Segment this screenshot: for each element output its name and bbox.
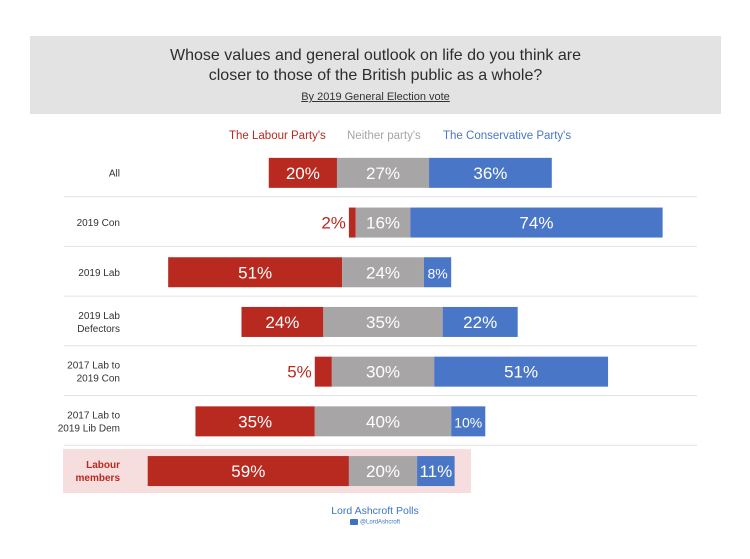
bar-neither [331,356,435,387]
value-label-labour: 35% [238,412,272,431]
category-label-line: 2019 Lab [78,268,120,279]
bar-conservative [429,157,552,188]
category-label-line: 2019 Con [77,218,120,229]
footer-source: Lord Ashcroft Polls [331,505,419,517]
category-label-line: 2019 Con [77,374,120,385]
bar-neither [348,456,418,487]
chart-title-line-1: Whose values and general outlook on life… [170,47,581,64]
title-box: Whose values and general outlook on life… [30,36,721,114]
bar-neither [342,257,424,288]
value-label-labour: 51% [238,263,272,282]
legend-neither: Neither party's [347,130,421,142]
value-label-neither: 16% [366,214,400,233]
category-label: 2017 Lab to 2019 Con [67,361,120,385]
value-label-conservative: 8% [427,265,447,281]
value-label-labour: 59% [231,462,265,481]
bar-labour [314,356,332,387]
category-label: 2019 Lab Defectors [77,311,120,335]
value-label-neither: 27% [366,164,400,183]
value-label-conservative: 51% [504,363,538,382]
chart-subtitle: By 2019 General Election vote [301,91,450,103]
value-label-labour: 20% [286,164,320,183]
bar-conservative [417,456,455,487]
bar-labour [241,306,324,337]
category-label: Labour members [76,460,121,484]
legend-conservative: The Conservative Party's [443,130,572,142]
bar-labour [195,406,315,437]
legend-labour: The Labour Party's [229,130,326,142]
value-label-labour: 5% [287,363,312,382]
bar-labour [268,157,337,188]
value-label-neither: 20% [366,462,400,481]
bar-neither [355,207,411,238]
value-label-neither: 40% [366,412,400,431]
bar-conservative [410,207,663,238]
category-label-line: Labour [86,460,120,471]
value-label-labour: 2% [321,214,346,233]
category-label: All [109,168,120,179]
value-label-conservative: 74% [519,214,553,233]
bar-neither [323,306,443,337]
category-label-line: Defectors [77,324,120,335]
value-label-conservative: 22% [463,313,497,332]
bar-neither [336,157,430,188]
bar-labour [147,456,349,487]
value-label-neither: 30% [366,363,400,382]
value-label-conservative: 10% [454,414,482,430]
bar-conservative [442,306,518,337]
category-label-line: members [76,473,121,484]
value-label-neither: 24% [366,263,400,282]
bar-neither [314,406,452,437]
chart-area: All 20% 27% 36% 2019 Con 2% 16% 74% 2019 Lab 51% 2… [58,157,697,494]
category-label-line: All [109,168,120,179]
value-label-conservative: 36% [473,164,507,183]
category-label: 2019 Lab [78,268,120,279]
category-label-line: 2019 Lib Dem [58,423,120,434]
footer-handle-text: @LordAshcroft [359,519,401,526]
bar-conservative [451,406,486,437]
bar-labour [348,207,356,238]
bar-conservative [434,356,609,387]
footer-handle: @LordAshcroft [0,519,750,526]
value-label-neither: 35% [366,313,400,332]
category-label: 2019 Con [77,218,120,229]
category-label: 2017 Lab to 2019 Lib Dem [58,410,121,434]
chart-title-line-2: closer to those of the British public as… [208,67,543,84]
value-label-labour: 24% [265,313,299,332]
value-label-conservative: 11% [419,462,452,481]
bar-conservative [423,257,452,288]
category-label-line: 2019 Lab [78,311,120,322]
twitter-icon [349,519,358,525]
category-label-line: 2017 Lab to [67,410,120,421]
bar-labour [168,257,343,288]
category-label-line: 2017 Lab to [67,361,120,372]
